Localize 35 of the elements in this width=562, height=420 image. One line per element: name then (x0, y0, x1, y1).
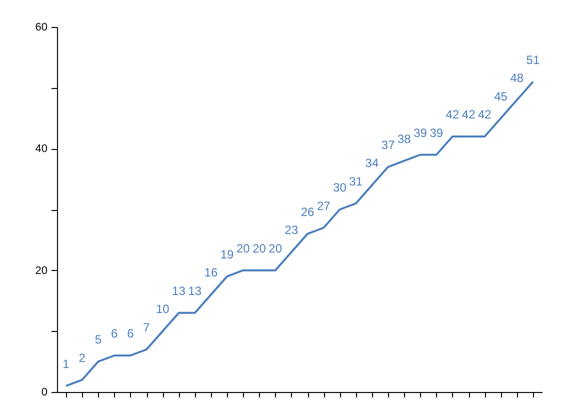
data-label: 19 (220, 247, 234, 262)
data-label: 39 (414, 126, 428, 140)
data-label: 42 (478, 108, 492, 122)
data-label: 20 (268, 241, 282, 256)
data-label: 38 (397, 132, 412, 146)
data-label: 37 (381, 138, 396, 152)
data-label: 39 (430, 126, 444, 140)
data-label: 16 (204, 266, 218, 280)
data-label: 48 (510, 71, 524, 85)
data-label: 30 (333, 180, 347, 194)
data-label: 1 (62, 356, 70, 371)
data-label: 6 (127, 326, 134, 340)
data-label: 27 (316, 198, 331, 213)
data-label: 7 (143, 320, 150, 334)
data-label: 13 (188, 284, 202, 298)
y-tick-label: 60 (35, 22, 48, 34)
data-label: 31 (349, 174, 363, 188)
y-tick-label: 0 (41, 386, 48, 398)
data-label: 5 (94, 332, 102, 347)
data-label: 6 (110, 326, 118, 340)
data-label: 42 (462, 108, 476, 122)
line-series (65, 80, 534, 387)
data-label: 13 (172, 284, 186, 298)
y-tick-label: 20 (35, 264, 48, 277)
data-label: 26 (300, 204, 315, 219)
data-label: 51 (526, 52, 540, 67)
data-label: 10 (156, 302, 170, 316)
y-tick-label: 40 (35, 143, 48, 156)
data-label: 34 (365, 156, 379, 170)
data-label: 20 (252, 241, 266, 256)
data-label: 42 (446, 108, 460, 122)
data-label: 23 (284, 223, 298, 238)
data-label: 2 (78, 350, 86, 365)
data-label: 45 (494, 89, 508, 104)
data-label: 20 (236, 241, 250, 256)
